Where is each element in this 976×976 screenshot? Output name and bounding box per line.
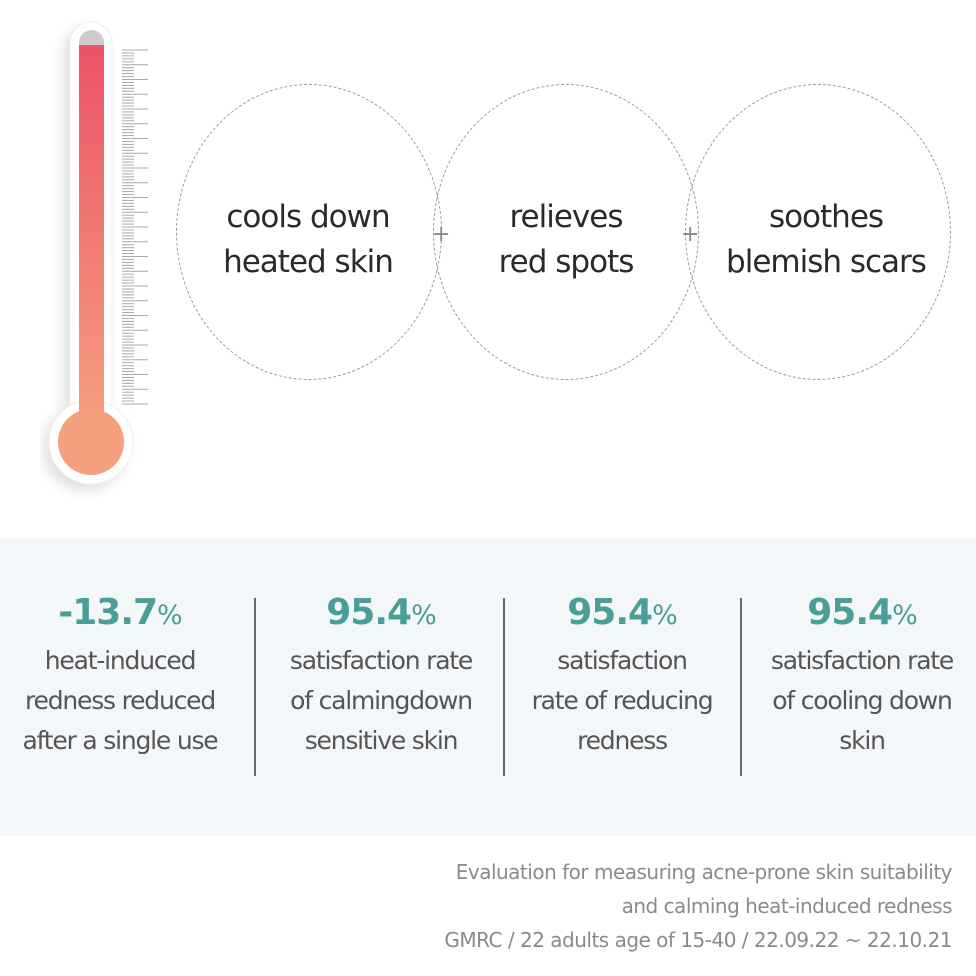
benefit-line: red spots (498, 244, 635, 280)
stat-value: 95.4% (326, 592, 436, 633)
stat-label: heat-induced (44, 646, 197, 675)
stats-band (0, 538, 976, 836)
stat-value: 95.4% (567, 592, 677, 633)
stat-label: redness (577, 726, 668, 755)
stat-label: satisfaction rate (770, 646, 954, 675)
stat-4: 95.4% satisfaction rate of cooling down … (740, 588, 976, 761)
benefit-line: soothes (768, 199, 884, 235)
divider (503, 598, 505, 776)
stat-label: redness reduced (24, 686, 216, 715)
benefit-text-2: relieves red spots (446, 195, 686, 285)
stat-label: satisfaction (557, 646, 688, 675)
stat-value: -13.7% (58, 592, 182, 633)
stat-label: satisfaction rate (289, 646, 473, 675)
footnote-line: and calming heat-induced redness (621, 894, 953, 918)
stat-label: of calmingdown (290, 686, 473, 715)
benefit-circle-3 (685, 84, 951, 380)
footnote-line: GMRC / 22 adults age of 15-40 / 22.09.22… (444, 928, 952, 952)
thermometer-icon (48, 21, 148, 485)
stat-1: -13.7% heat-induced redness reduced afte… (0, 588, 242, 761)
plus-icon: + (432, 222, 451, 247)
benefit-line: blemish scars (726, 244, 927, 280)
footnote: Evaluation for measuring acne-prone skin… (444, 855, 952, 957)
stat-value: 95.4% (807, 592, 917, 633)
footnote-line: Evaluation for measuring acne-prone skin… (455, 860, 953, 884)
stat-label: skin (839, 726, 886, 755)
stat-2: 95.4% satisfaction rate of calmingdown s… (259, 588, 503, 761)
plus-icon: + (681, 222, 700, 247)
stat-label: sensitive skin (304, 726, 459, 755)
stat-label: after a single use (22, 726, 219, 755)
benefit-text-1: cools down heated skin (188, 195, 428, 285)
benefit-line: cools down (226, 199, 390, 235)
stat-label: of cooling down (772, 686, 953, 715)
benefit-line: relieves (509, 199, 623, 235)
stat-label: rate of reducing (531, 686, 714, 715)
benefit-line: heated skin (223, 244, 394, 280)
benefit-text-3: soothes blemish scars (706, 195, 946, 285)
divider (254, 598, 256, 776)
stat-3: 95.4% satisfaction rate of reducing redn… (500, 588, 744, 761)
divider (740, 598, 742, 776)
